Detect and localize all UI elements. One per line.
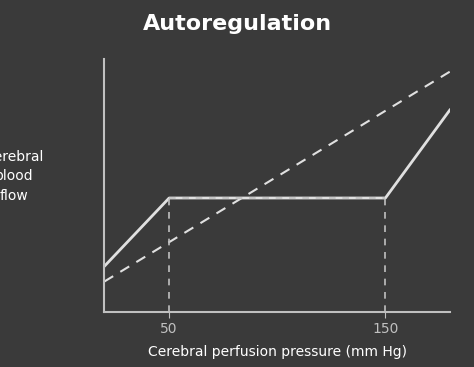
Text: Autoregulation: Autoregulation xyxy=(143,14,331,34)
Text: Cerebral
blood
flow: Cerebral blood flow xyxy=(0,150,44,203)
X-axis label: Cerebral perfusion pressure (mm Hg): Cerebral perfusion pressure (mm Hg) xyxy=(148,345,407,359)
